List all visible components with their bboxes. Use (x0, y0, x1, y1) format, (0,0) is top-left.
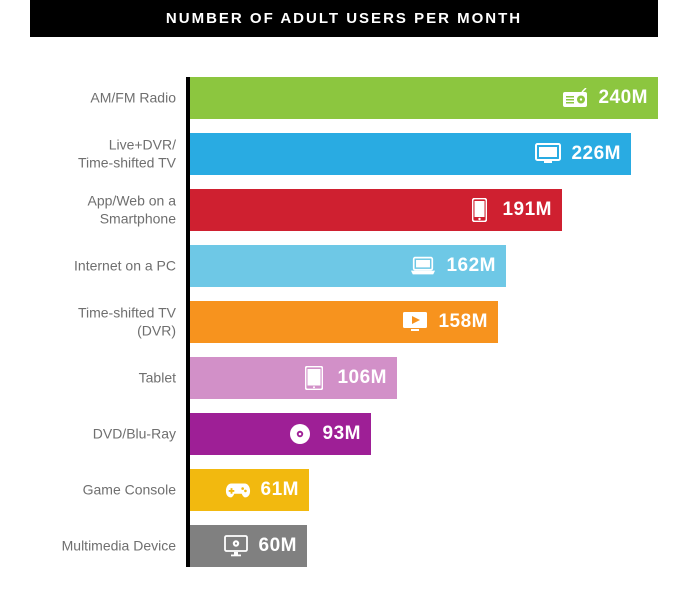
bar-row: DVD/Blu-Ray93M (190, 413, 658, 455)
bar-value: 106M (337, 367, 387, 389)
tablet-icon (301, 365, 327, 391)
bar-value: 240M (598, 87, 648, 109)
bar-row: AM/FM Radio240M (190, 77, 658, 119)
bar: 106M (190, 357, 397, 399)
bar: 93M (190, 413, 371, 455)
tv-icon (535, 141, 561, 167)
phone-icon (466, 197, 492, 223)
category-label: Tablet (40, 369, 190, 387)
radio-icon (562, 85, 588, 111)
bar-row: App/Web on aSmartphone191M (190, 189, 658, 231)
category-label: AM/FM Radio (40, 89, 190, 107)
category-label: App/Web on aSmartphone (40, 193, 190, 228)
bar: 240M (190, 77, 658, 119)
category-label: Live+DVR/Time-shifted TV (40, 137, 190, 172)
bar: 158M (190, 301, 498, 343)
bar-row: Tablet106M (190, 357, 658, 399)
category-label: DVD/Blu-Ray (40, 425, 190, 443)
category-label: Internet on a PC (40, 257, 190, 275)
bar: 61M (190, 469, 309, 511)
chart-title: NUMBER OF ADULT USERS PER MONTH (30, 0, 658, 37)
category-label: Time-shifted TV(DVR) (40, 305, 190, 340)
bar-value: 158M (438, 311, 488, 333)
category-label: Game Console (40, 481, 190, 499)
gamepad-icon (225, 477, 251, 503)
bar-row: Time-shifted TV(DVR)158M (190, 301, 658, 343)
bar-value: 93M (323, 423, 361, 445)
disc-icon (287, 421, 313, 447)
bar: 60M (190, 525, 307, 567)
bar-value: 226M (571, 143, 621, 165)
bar: 191M (190, 189, 562, 231)
bar-value: 61M (261, 479, 299, 501)
bar: 162M (190, 245, 506, 287)
bar-chart: AM/FM Radio240M Live+DVR/Time-shifted TV2… (186, 77, 658, 567)
bar-row: Multimedia Device60M (190, 525, 658, 567)
bar-row: Game Console61M (190, 469, 658, 511)
bar-row: Internet on a PC162M (190, 245, 658, 287)
device-icon (223, 533, 249, 559)
category-label: Multimedia Device (40, 537, 190, 555)
bar-row: Live+DVR/Time-shifted TV226M (190, 133, 658, 175)
laptop-icon (410, 253, 436, 279)
bar: 226M (190, 133, 631, 175)
play-tv-icon (402, 309, 428, 335)
bar-value: 162M (446, 255, 496, 277)
bar-value: 191M (502, 199, 552, 221)
bar-value: 60M (259, 535, 297, 557)
